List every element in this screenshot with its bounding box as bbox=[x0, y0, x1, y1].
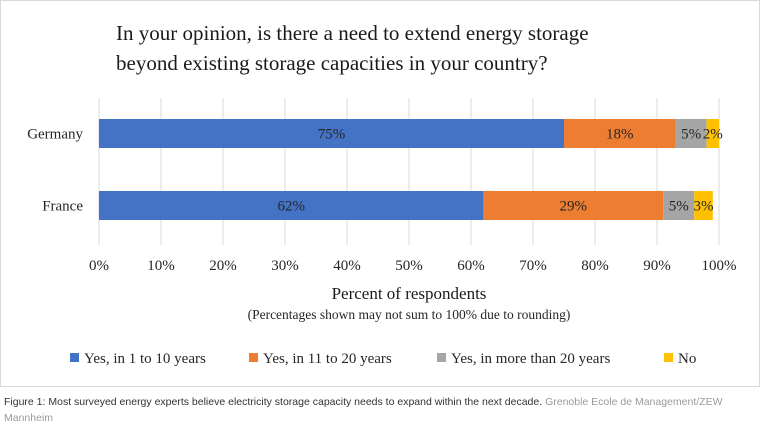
data-label: 18% bbox=[606, 127, 634, 143]
legend: Yes, in 1 to 10 years Yes, in 11 to 20 ye… bbox=[70, 351, 696, 367]
bars: 75% 18% 5% 2%62% 29% 5% 3% bbox=[99, 119, 723, 220]
legend-swatch bbox=[249, 353, 258, 362]
x-tick-label: 20% bbox=[209, 258, 237, 274]
legend-swatch bbox=[664, 353, 673, 362]
x-tick-label: 90% bbox=[643, 258, 671, 274]
data-label: 5% bbox=[681, 127, 701, 143]
category-label: Germany bbox=[27, 127, 83, 143]
chart-title-line-2: beyond existing storage capacities in yo… bbox=[116, 51, 548, 75]
legend-swatch bbox=[437, 353, 446, 362]
category-labels: Germany France bbox=[27, 127, 83, 215]
legend-label: No bbox=[678, 351, 696, 367]
x-tick-label: 50% bbox=[395, 258, 423, 274]
data-label: 75% bbox=[318, 127, 346, 143]
x-tick-label: 70% bbox=[519, 258, 547, 274]
bar-segment bbox=[483, 191, 664, 220]
x-tick-label: 0% bbox=[89, 258, 109, 274]
legend-swatch bbox=[70, 353, 79, 362]
figure-caption: Figure 1: Most surveyed energy experts b… bbox=[4, 394, 754, 426]
bar-segment bbox=[99, 119, 564, 148]
x-tick-label: 60% bbox=[457, 258, 485, 274]
x-tick-label: 30% bbox=[271, 258, 299, 274]
data-label: 29% bbox=[560, 199, 588, 215]
bar-segment bbox=[706, 119, 719, 148]
x-tick-label: 80% bbox=[581, 258, 609, 274]
chart: In your opinion, is there a need to exte… bbox=[27, 21, 737, 367]
bar-segment bbox=[663, 191, 695, 220]
caption-credit: Grenoble Ecole de Management/ZEW Mannhei… bbox=[4, 396, 723, 424]
data-label: 62% bbox=[277, 199, 305, 215]
legend-label: Yes, in more than 20 years bbox=[451, 351, 610, 367]
data-label: 2% bbox=[703, 127, 723, 143]
x-tick-label: 40% bbox=[333, 258, 361, 274]
data-label: 5% bbox=[669, 199, 689, 215]
bar-segment bbox=[675, 119, 707, 148]
data-label: 3% bbox=[694, 199, 714, 215]
chart-title-line-1: In your opinion, is there a need to exte… bbox=[116, 21, 589, 45]
legend-label: Yes, in 1 to 10 years bbox=[84, 351, 206, 367]
bar-segment bbox=[99, 191, 484, 220]
x-tick-labels: 0% 10% 20% 30% 40% 50% 60% 70% 80% 90% 100% bbox=[89, 258, 737, 274]
bar-segment bbox=[564, 119, 676, 148]
bar-segment bbox=[694, 191, 713, 220]
x-tick-label: 10% bbox=[147, 258, 175, 274]
x-tick-label: 100% bbox=[702, 258, 737, 274]
caption-text: Figure 1: Most surveyed energy experts b… bbox=[4, 396, 543, 408]
legend-label: Yes, in 11 to 20 years bbox=[263, 351, 392, 367]
category-label: France bbox=[42, 199, 83, 215]
chart-note: (Percentages shown may not sum to 100% d… bbox=[248, 307, 571, 322]
x-axis-label: Percent of respondents bbox=[332, 284, 487, 303]
